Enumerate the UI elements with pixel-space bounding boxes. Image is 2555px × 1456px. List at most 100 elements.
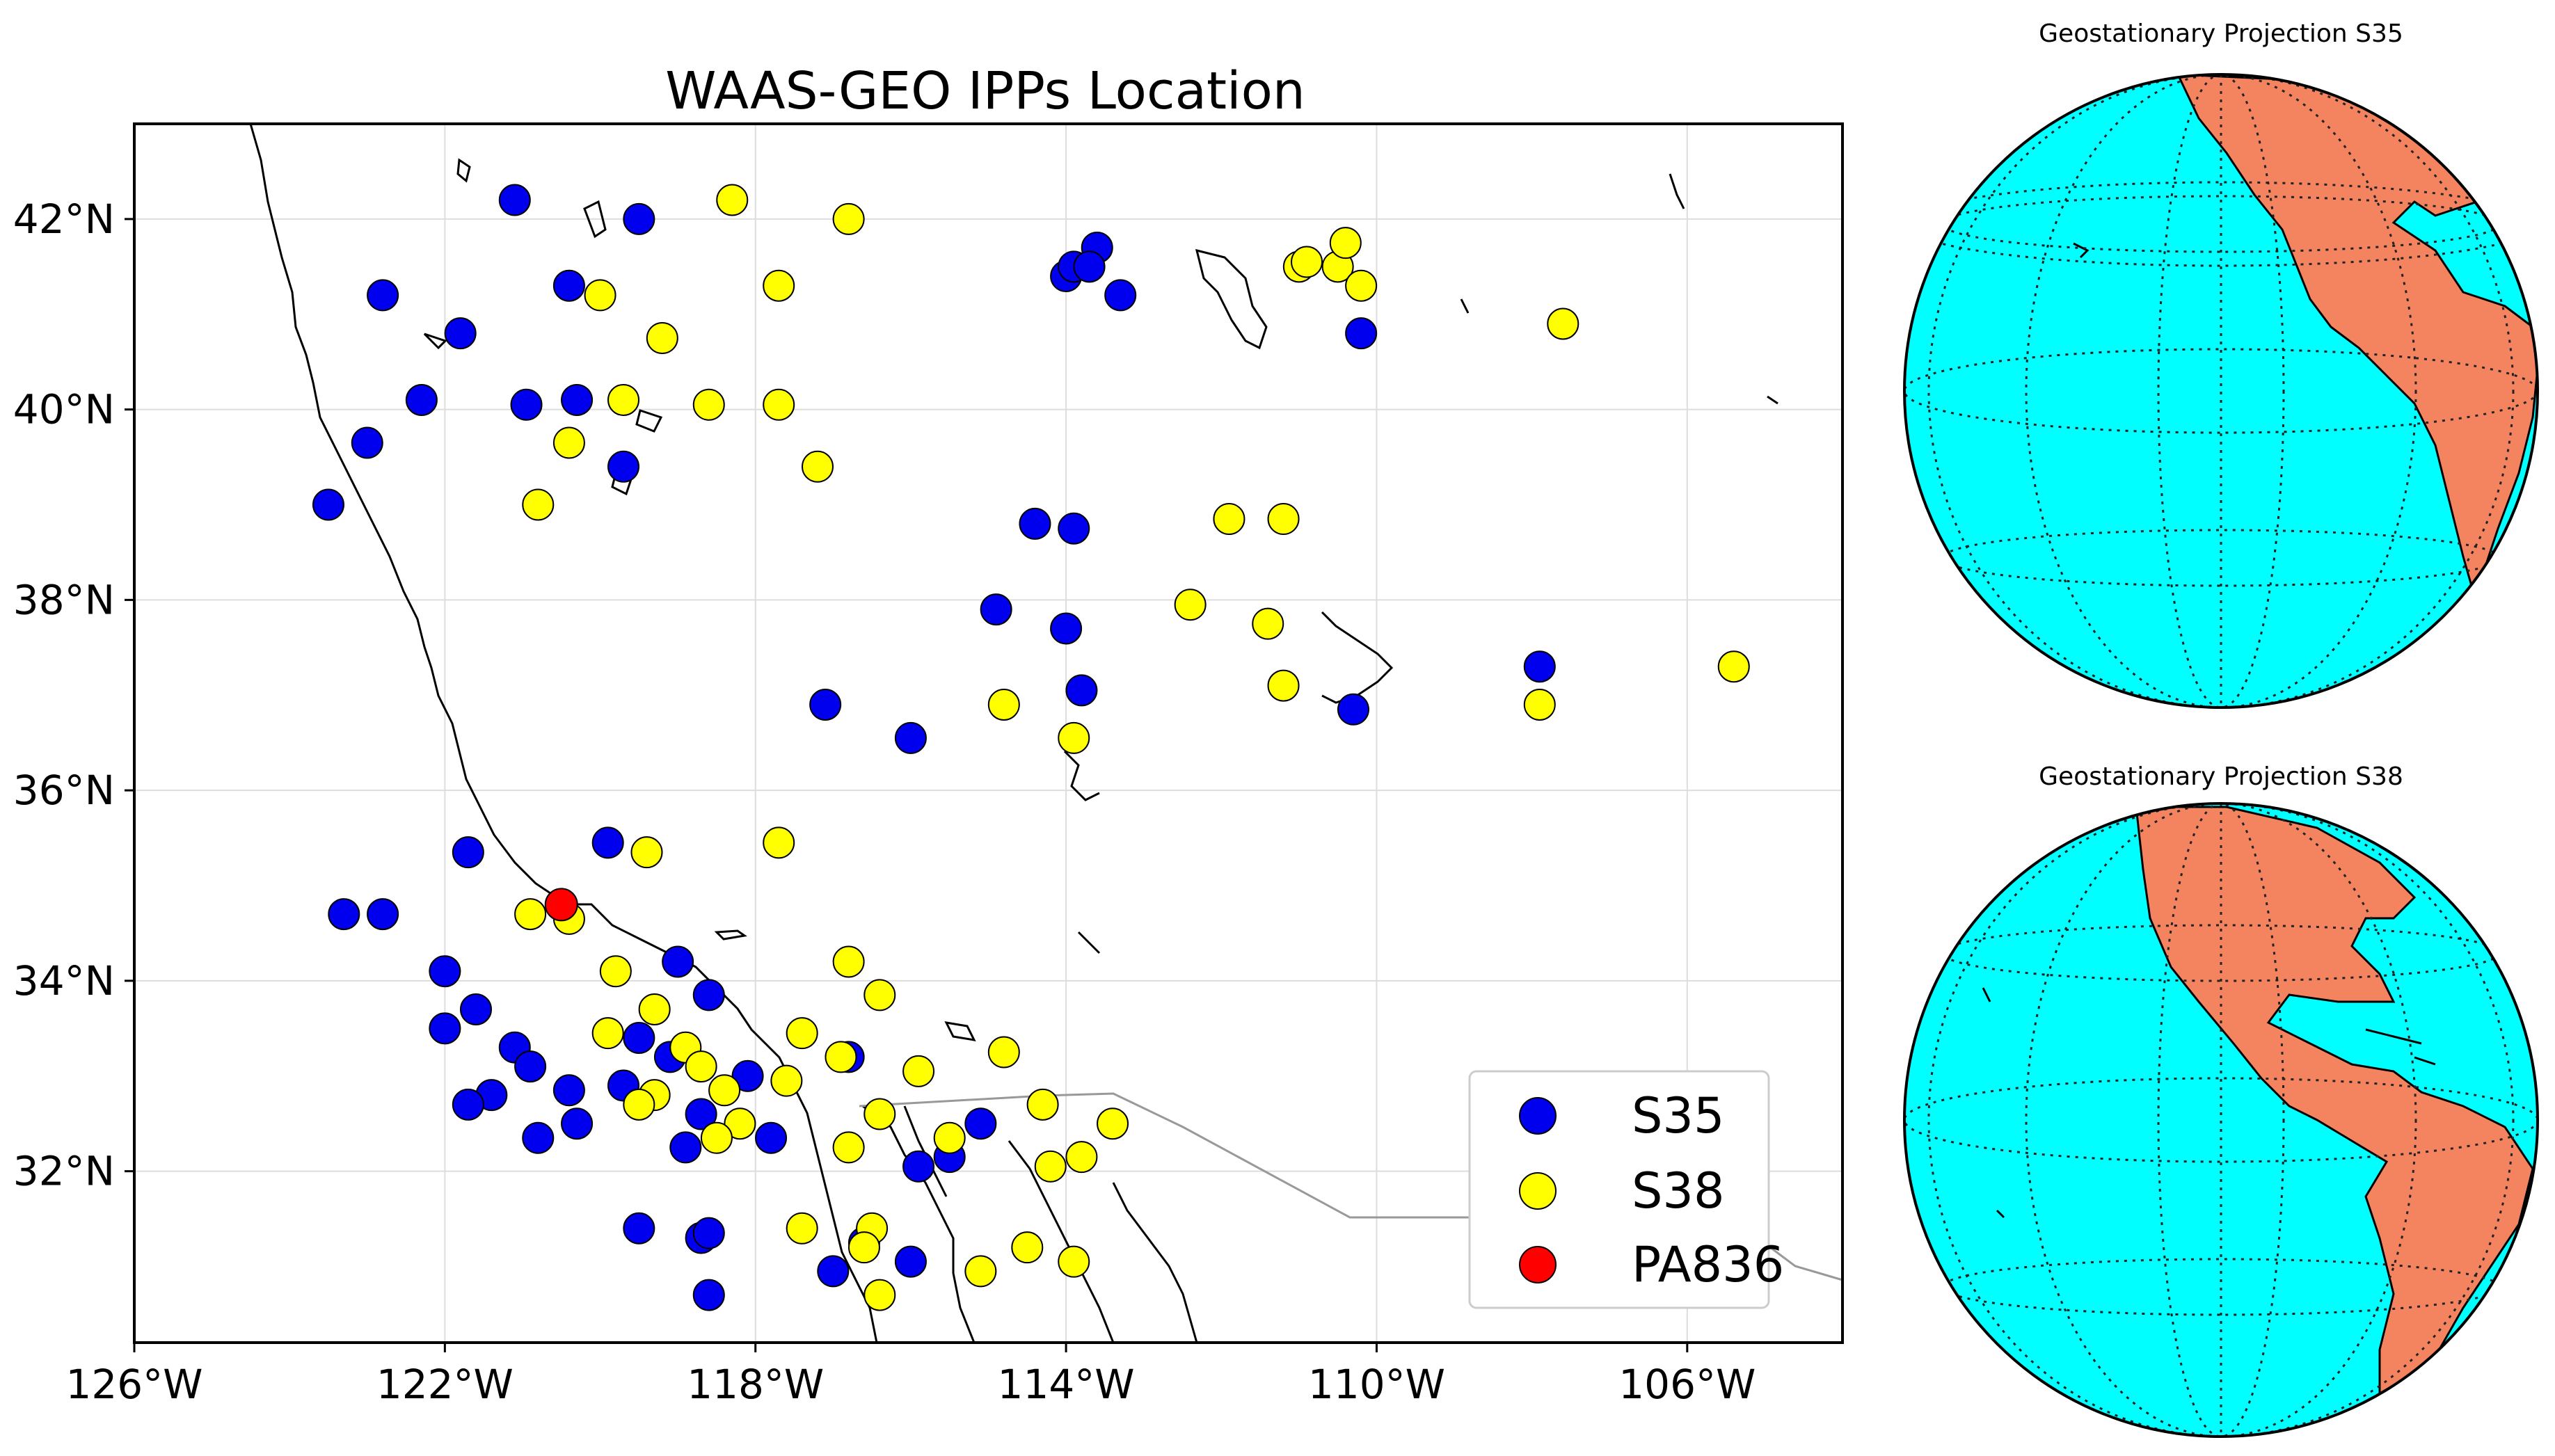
lake-5 (423, 333, 447, 350)
ipp-point-s38 (832, 945, 865, 978)
ipp-point-s38 (522, 488, 555, 521)
globe-s38-land (2135, 806, 2534, 1437)
lake-6 (1063, 750, 1100, 801)
y-axis-ticks: 32°N 34°N 36°N 38°N 40°N 42°N (13, 195, 134, 1195)
ipp-point-s38 (786, 1017, 818, 1050)
x-axis-ticks: 126°W 122°W 118°W 114°W 110°W 106°W (65, 1343, 1756, 1408)
ipp-point-s35 (731, 1059, 764, 1092)
ipp-point-s38 (902, 1055, 935, 1087)
x-tick-label: 110°W (1308, 1361, 1445, 1408)
map-markers (312, 184, 1750, 1311)
ipp-point-s35 (510, 388, 543, 421)
lake-10 (1460, 298, 1470, 314)
ipp-point-s35 (1104, 279, 1137, 312)
ipp-point-s35 (692, 1217, 725, 1249)
globe-s38-ocean (1904, 803, 2538, 1437)
ipp-point-s35 (894, 1245, 927, 1278)
ipp-point-s35 (607, 450, 640, 483)
ipp-point-s35 (964, 1107, 997, 1140)
ipp-point-s35 (1073, 250, 1106, 283)
ipp-point-s35 (623, 1212, 655, 1245)
globe-s38-caribbean (2365, 1028, 2436, 1066)
ipp-point-s38 (1097, 1107, 1129, 1140)
ipp-point-s38 (1717, 650, 1750, 683)
legend: S35 S38 PA836 (1468, 1070, 1784, 1309)
ipp-point-s38 (832, 1131, 865, 1164)
y-tick-label: 40°N (13, 386, 115, 433)
ipp-point-s35 (623, 1022, 655, 1054)
ipp-point-s35 (444, 317, 477, 350)
ipp-point-s35 (367, 898, 399, 931)
globe-s35-outline (1903, 73, 2539, 709)
y-tick-label: 42°N (13, 195, 115, 243)
ipp-point-s35 (1337, 693, 1369, 726)
globe-s35: Geostationary Projection S35 (1903, 19, 2539, 709)
ipp-point-s38 (802, 450, 834, 483)
ipp-point-s38 (514, 898, 547, 931)
ipp-point-s35 (522, 1121, 555, 1154)
ipp-point-s38 (1523, 688, 1556, 721)
ipp-point-s38 (1291, 246, 1323, 278)
globe-s38-title: Geostationary Projection S38 (2039, 762, 2403, 791)
ipp-point-s38 (763, 826, 795, 859)
ipp-point-s35 (452, 1088, 484, 1121)
ipp-point-s35 (514, 1050, 547, 1083)
ipp-point-s35 (685, 1098, 717, 1130)
legend-label-s35: S35 (1632, 1087, 1725, 1144)
ipp-point-s38 (786, 1212, 818, 1245)
channel-island-2 (944, 1021, 976, 1041)
ipp-point-s38 (1011, 1231, 1044, 1264)
ipp-point-s35 (405, 383, 438, 416)
ipp-point-s38 (685, 1050, 717, 1083)
ipp-point-s35 (552, 269, 585, 302)
ipp-point-s38 (607, 383, 640, 416)
ipp-point-s38 (863, 1098, 896, 1130)
ipp-point-s35 (755, 1121, 788, 1154)
ipp-point-s38 (1058, 721, 1090, 754)
pacific-coastline (249, 124, 878, 1343)
y-tick-label: 32°N (13, 1148, 115, 1195)
lake-3 (635, 409, 663, 433)
globe-s35-land (2176, 74, 2538, 606)
ipp-point-s38 (646, 321, 678, 354)
ipp-point-s35 (561, 1107, 594, 1140)
ipp-point-s38 (692, 388, 725, 421)
map-title: WAAS-GEO IPPs Location (665, 61, 1305, 121)
globe-s38-outline (1903, 802, 2539, 1438)
ipp-point-s38 (1065, 1141, 1098, 1174)
ipp-point-s38 (987, 688, 1020, 721)
y-tick-label: 34°N (13, 957, 115, 1005)
gulf-coastline (862, 1105, 976, 1343)
ipp-point-s35 (1019, 507, 1051, 540)
ipp-point-s35 (669, 1131, 702, 1164)
y-tick-label: 38°N (13, 576, 115, 623)
lake-1 (456, 158, 471, 183)
ipp-point-s35 (809, 688, 842, 721)
ipp-point-s38 (623, 1088, 655, 1121)
ipp-point-s35 (1058, 512, 1090, 545)
x-tick-label: 114°W (998, 1361, 1135, 1408)
ipp-point-s35 (552, 1074, 585, 1107)
ipp-point-s38 (863, 979, 896, 1011)
ipp-point-s35 (692, 979, 725, 1011)
ipp-point-s35 (452, 836, 484, 869)
ipp-point-s38 (1034, 1150, 1067, 1183)
legend-marker-s38 (1519, 1172, 1557, 1210)
ipp-point-s35 (429, 1012, 461, 1045)
ipp-point-s38 (1174, 589, 1207, 621)
ipp-point-s38 (1058, 1245, 1090, 1278)
ipp-point-s38 (1267, 503, 1300, 536)
ipp-point-s38 (599, 955, 632, 988)
x-tick-label: 122°W (376, 1361, 514, 1408)
ipp-point-s35 (817, 1255, 850, 1288)
ipp-point-s35 (692, 1279, 725, 1311)
ipp-point-s38 (933, 1121, 966, 1154)
legend-label-s38: S38 (1632, 1162, 1725, 1219)
ipp-point-s38 (1267, 669, 1300, 702)
ipp-point-s35 (498, 184, 531, 216)
mexico-coast (1008, 1140, 1115, 1343)
lake-2 (583, 200, 607, 239)
ipp-point-s38 (552, 426, 585, 459)
ipp-point-s38 (716, 184, 749, 216)
